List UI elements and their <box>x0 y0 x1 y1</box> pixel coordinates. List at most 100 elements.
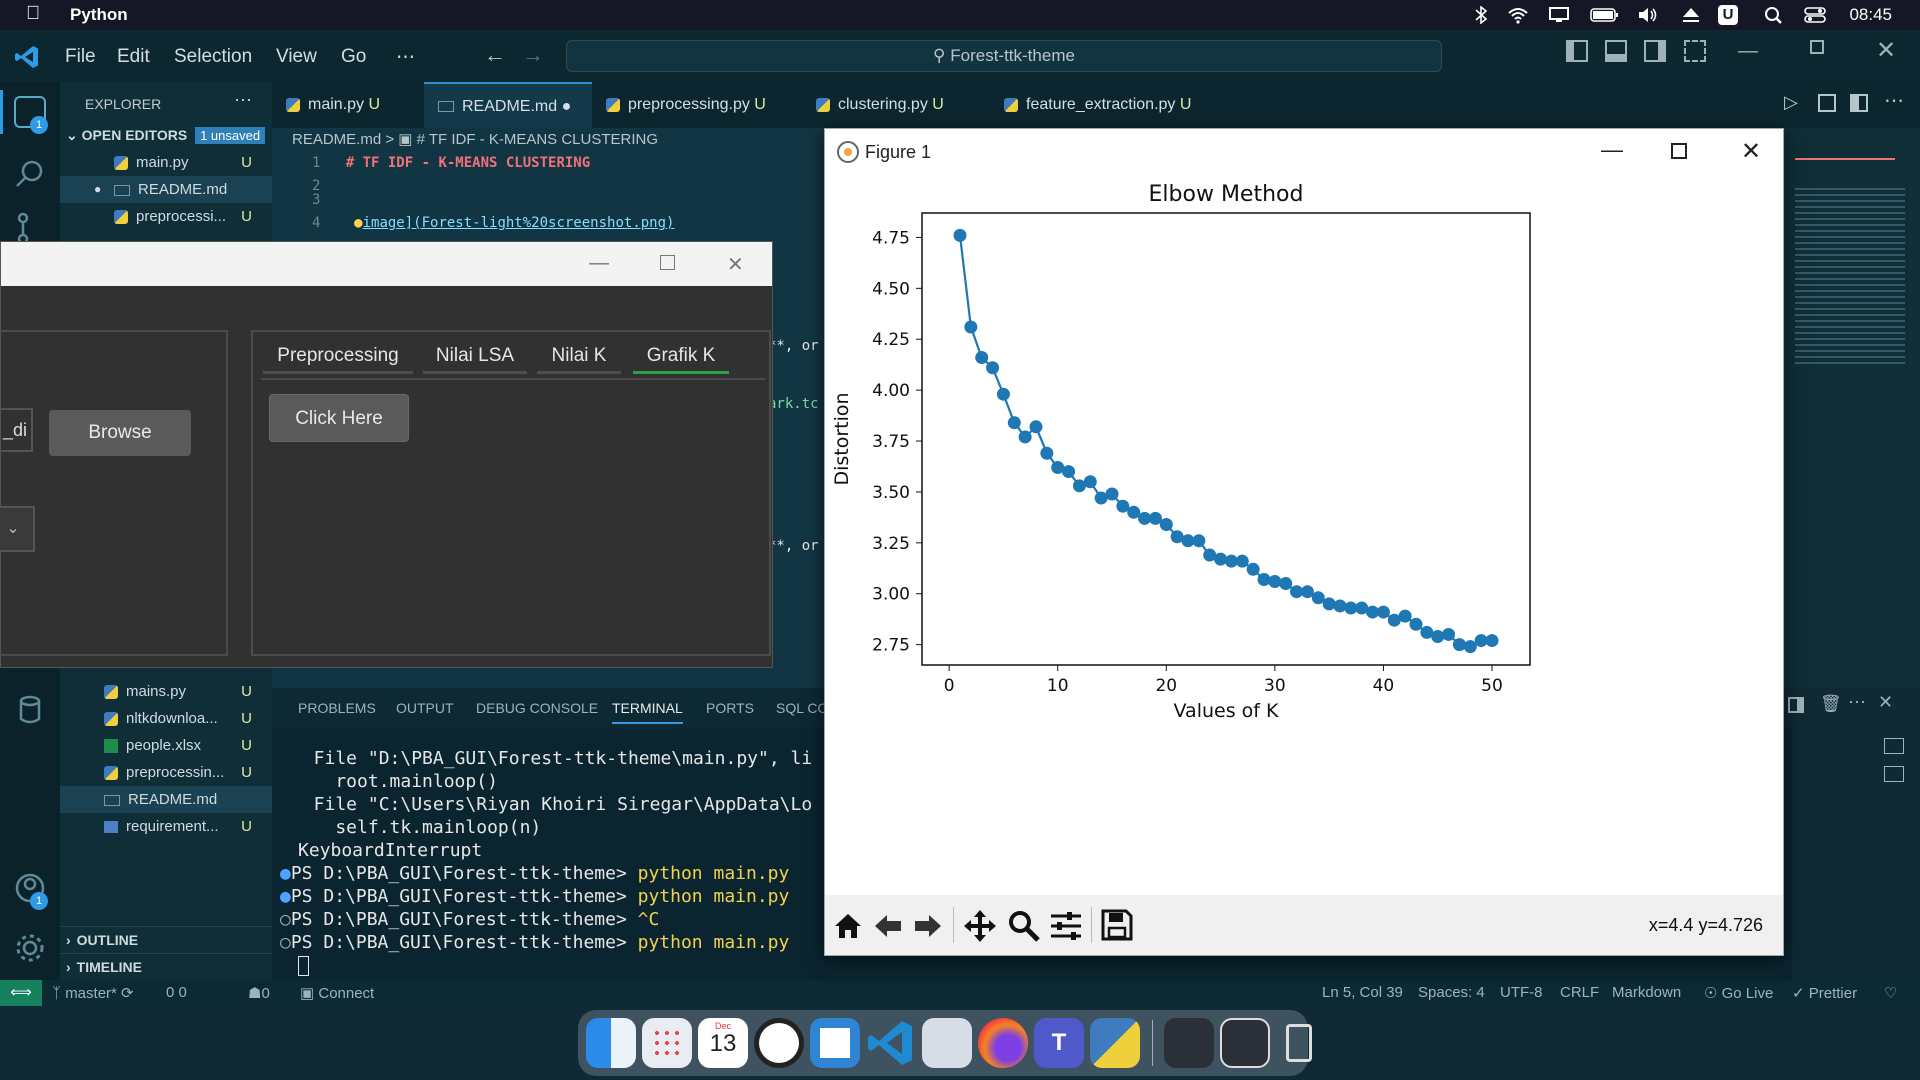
go-live-button[interactable]: ☉ Go Live <box>1704 984 1773 1002</box>
tk-minimize-icon[interactable]: — <box>589 252 609 275</box>
teams-icon[interactable]: T <box>1034 1018 1084 1068</box>
tab-clustering-py[interactable]: clustering.py U <box>802 82 980 128</box>
home-icon[interactable] <box>833 911 863 941</box>
menu-edit[interactable]: Edit <box>117 46 150 68</box>
window-thumbnail-icon[interactable] <box>1220 1018 1270 1068</box>
control-center-icon[interactable] <box>1804 6 1826 24</box>
clock-app-icon[interactable] <box>754 1018 804 1068</box>
trash-icon[interactable]: 🗑 <box>1820 694 1842 714</box>
split-editor-icon[interactable] <box>1850 94 1868 112</box>
launchpad-icon[interactable] <box>642 1018 692 1068</box>
python-launcher-icon[interactable] <box>1090 1018 1140 1068</box>
minimap[interactable] <box>1785 128 1920 688</box>
command-center[interactable]: ⚲ Forest-ttk-theme <box>566 40 1442 72</box>
file-item[interactable]: preprocessin... U <box>60 759 272 786</box>
tab-main-py[interactable]: main.py U <box>272 82 414 128</box>
panel-tab-terminal[interactable]: TERMINAL <box>612 700 683 724</box>
open-editors-header[interactable]: ⌄ OPEN EDITORS 1 unsaved <box>60 122 272 149</box>
active-app-name[interactable]: Python <box>70 5 128 25</box>
toggle-sidebar-icon[interactable] <box>1566 40 1588 62</box>
terminal-instance-icon[interactable] <box>1884 766 1904 782</box>
tk-maximize-icon[interactable] <box>660 255 675 270</box>
click-here-button[interactable]: Click Here <box>269 394 409 442</box>
window-thumbnail-icon[interactable] <box>1164 1018 1214 1068</box>
indentation[interactable]: Spaces: 4 <box>1418 984 1485 1001</box>
battery-icon[interactable] <box>1590 6 1620 24</box>
configure-subplots-icon[interactable] <box>1049 909 1083 943</box>
database-icon[interactable] <box>14 694 46 726</box>
path-entry[interactable]: _di <box>0 408 33 452</box>
connect-button[interactable]: ▣ Connect <box>300 984 374 1002</box>
open-editor-item[interactable]: preprocessi... U <box>60 203 272 230</box>
panel-tab-output[interactable]: OUTPUT <box>396 700 454 716</box>
line-ending[interactable]: CRLF <box>1560 984 1599 1001</box>
settings-gear-icon[interactable] <box>14 932 46 964</box>
figure-maximize-icon[interactable] <box>1671 143 1687 159</box>
close-panel-icon[interactable]: ✕ <box>1878 692 1893 713</box>
trash-icon[interactable] <box>1274 1018 1324 1068</box>
more-actions-icon[interactable]: ⋯ <box>1884 88 1904 113</box>
panel-tab-ports[interactable]: PORTS <box>706 700 754 716</box>
file-item[interactable]: nltkdownloa... U <box>60 705 272 732</box>
elbow-chart[interactable]: Elbow Method 0 10 20 30 40 50 2.75 3.00 3.25 3.50 3… <box>825 175 1783 895</box>
source-control-icon[interactable] <box>14 212 46 244</box>
display-icon[interactable] <box>1548 6 1570 24</box>
problems-count[interactable]: ⑘0 ⚠0 <box>166 984 187 1001</box>
tk-close-icon[interactable]: ✕ <box>727 252 744 277</box>
u-status-icon[interactable]: U <box>1718 5 1738 25</box>
file-item[interactable]: requirement... U <box>60 813 272 840</box>
calendar-icon[interactable]: Dec 13 <box>698 1018 748 1068</box>
vscode-dock-icon[interactable] <box>866 1018 916 1068</box>
outline-section[interactable]: › OUTLINE <box>60 926 272 953</box>
dropdown-combobox[interactable]: ⌄ <box>0 506 35 552</box>
panel-tab-problems[interactable]: PROBLEMS <box>298 700 376 716</box>
close-window-icon[interactable]: ✕ <box>1876 36 1896 65</box>
git-branch[interactable]: ᛉ master* ⟳ <box>52 984 134 1002</box>
zoom-magnifier-icon[interactable] <box>1007 909 1041 943</box>
tab-readme-md[interactable]: README.md ● <box>424 82 592 128</box>
back-arrow-icon[interactable] <box>873 911 903 941</box>
figure-close-icon[interactable]: ✕ <box>1741 137 1761 166</box>
open-editor-item[interactable]: ● README.md <box>60 176 272 203</box>
tab-preprocessing[interactable]: Preprocessing <box>263 340 413 374</box>
generic-app-icon[interactable] <box>922 1018 972 1068</box>
timeline-section[interactable]: › TIMELINE <box>60 953 272 980</box>
restore-window-icon[interactable] <box>1810 40 1824 54</box>
menu-selection[interactable]: Selection <box>174 46 252 68</box>
encoding[interactable]: UTF-8 <box>1500 984 1543 1001</box>
browse-button[interactable]: Browse <box>49 410 191 456</box>
volume-icon[interactable] <box>1637 6 1659 24</box>
prettier-status[interactable]: ✓ Prettier <box>1792 984 1857 1002</box>
apple-icon[interactable]:  <box>26 3 40 25</box>
pan-move-icon[interactable] <box>963 909 997 943</box>
back-arrow-icon[interactable]: ← <box>484 42 506 68</box>
wifi-icon[interactable] <box>1507 6 1529 24</box>
finder-icon[interactable] <box>586 1018 636 1068</box>
panel-tab-debug-console[interactable]: DEBUG CONSOLE <box>476 700 598 716</box>
explorer-more-icon[interactable]: ⋯ <box>234 90 252 111</box>
minimize-window-icon[interactable]: — <box>1738 40 1758 63</box>
preview-app-icon[interactable] <box>810 1018 860 1068</box>
cursor-position[interactable]: Ln 5, Col 39 <box>1322 984 1403 1001</box>
run-icon[interactable]: ▷ <box>1784 92 1798 113</box>
customize-layout-icon[interactable] <box>1684 40 1706 62</box>
forward-arrow-icon[interactable] <box>913 911 943 941</box>
lightbulb-icon[interactable]: ● <box>354 215 362 231</box>
forward-arrow-icon[interactable]: → <box>522 42 544 68</box>
menu-file[interactable]: File <box>65 46 96 68</box>
search-view-icon[interactable] <box>14 158 46 190</box>
tab-nilai-k[interactable]: Nilai K <box>537 340 621 374</box>
split-terminal-icon[interactable] <box>1788 697 1804 713</box>
toggle-secondary-sidebar-icon[interactable] <box>1644 40 1666 62</box>
tab-nilai-lsa[interactable]: Nilai LSA <box>423 340 527 374</box>
panel-tab-sql-console[interactable]: SQL CO <box>776 700 828 716</box>
file-item[interactable]: mains.py U <box>60 678 272 705</box>
menu-more[interactable]: ⋯ <box>396 46 415 69</box>
menubar-clock[interactable]: 08:45 <box>1849 5 1892 25</box>
tab-preprocessing-py[interactable]: preprocessing.py U <box>592 82 792 128</box>
save-figure-icon[interactable] <box>1101 909 1133 941</box>
breadcrumb[interactable]: README.md > ▣ # TF IDF - K-MEANS CLUSTER… <box>292 130 658 148</box>
file-item[interactable]: people.xlsx U <box>60 732 272 759</box>
open-preview-icon[interactable] <box>1818 94 1836 112</box>
firefox-icon[interactable] <box>978 1018 1028 1068</box>
